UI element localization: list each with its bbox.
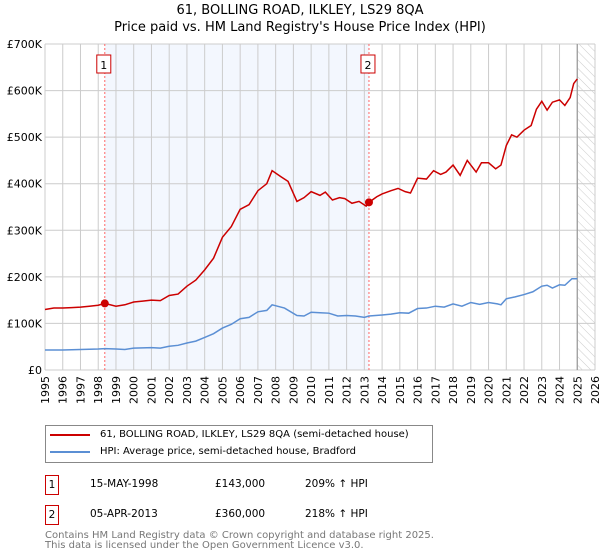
legend-swatch-blue: [50, 450, 90, 453]
y-tick-label: £500K: [7, 131, 43, 144]
sale-marker-badge: 1: [45, 475, 59, 495]
x-tick-label: 2022: [518, 376, 531, 404]
y-tick-label: £400K: [7, 178, 43, 191]
x-tick-label: 2014: [376, 376, 389, 404]
legend-item-property: 61, BOLLING ROAD, ILKLEY, LS29 8QA (semi…: [50, 429, 409, 440]
sale-period-shading: [104, 44, 369, 370]
legend-item-hpi: HPI: Average price, semi-detached house,…: [50, 446, 356, 457]
y-tick-label: £600K: [7, 85, 43, 98]
chart-title: 61, BOLLING ROAD, ILKLEY, LS29 8QA: [176, 3, 424, 18]
y-tick-label: £300K: [7, 224, 43, 237]
sale-marker-box: [96, 54, 112, 74]
x-tick-label: 2024: [554, 376, 567, 404]
legend-label: HPI: Average price, semi-detached house,…: [100, 446, 356, 457]
chart-subtitle: Price paid vs. HM Land Registry's House …: [114, 20, 486, 35]
x-tick-label: 2026: [589, 376, 600, 404]
series-line: [45, 277, 578, 351]
legend-label: 61, BOLLING ROAD, ILKLEY, LS29 8QA (semi…: [100, 429, 409, 440]
footer-licence: This data is licensed under the Open Gov…: [45, 540, 364, 551]
forecast-hatch: [577, 44, 595, 370]
x-tick-label: 1998: [92, 376, 105, 404]
sale-marker-badge: 2: [45, 505, 59, 525]
x-tick-label: 2020: [483, 376, 496, 404]
legend: 61, BOLLING ROAD, ILKLEY, LS29 8QA (semi…: [45, 425, 433, 463]
sale-point: [364, 198, 373, 207]
x-tick-label: 2021: [500, 376, 513, 404]
sale-marker-box: [360, 54, 376, 74]
x-tick-label: 2006: [234, 376, 247, 404]
sale-marker-label: 1: [100, 59, 107, 72]
transaction-row: 2 05-APR-2013 £360,000 218% ↑ HPI: [45, 505, 445, 527]
x-tick-label: 2017: [429, 376, 442, 404]
x-tick-label: 1996: [57, 376, 70, 404]
x-tick-label: 2015: [394, 376, 407, 404]
sale-price: £360,000: [215, 508, 266, 520]
x-tick-label: 2000: [128, 376, 141, 404]
x-tick-label: 2016: [412, 376, 425, 404]
x-tick-label: 2002: [163, 376, 176, 404]
price-chart: 1995 1996 1997 1998 1999 2000 2001 2002 2003 2004…: [7, 38, 600, 404]
x-tick-label: 2010: [305, 376, 318, 404]
sale-date: 05-APR-2013: [90, 508, 158, 520]
x-tick-label: 1999: [110, 376, 123, 404]
x-tick-label: 1997: [74, 376, 87, 404]
x-tick-label: 2004: [199, 376, 212, 404]
x-tick-label: 2013: [358, 376, 371, 404]
x-tick-label: 2023: [536, 376, 549, 404]
x-tick-label: 2007: [252, 376, 265, 404]
sale-price: £143,000: [215, 478, 266, 490]
y-tick-label: £700K: [7, 38, 43, 51]
series-line: [44, 78, 578, 311]
legend-swatch-red: [50, 433, 90, 436]
sale-hpi-change: 209% ↑ HPI: [305, 478, 368, 490]
x-tick-label: 2005: [216, 376, 229, 404]
sale-hpi-change: 218% ↑ HPI: [305, 508, 368, 520]
x-tick-label: 2025: [571, 376, 584, 404]
sale-point: [100, 299, 109, 308]
x-tick-label: 2001: [145, 376, 158, 404]
x-tick-label: 2008: [270, 376, 283, 404]
transaction-row: 1 15-MAY-1998 £143,000 209% ↑ HPI: [45, 475, 445, 497]
x-tick-label: 2019: [465, 376, 478, 404]
x-tick-label: 2009: [287, 376, 300, 404]
x-tick-label: 2018: [447, 376, 460, 404]
sale-date: 15-MAY-1998: [90, 478, 159, 490]
footer-copyright: Contains HM Land Registry data © Crown c…: [45, 530, 434, 541]
sale-marker-label: 2: [364, 59, 371, 72]
y-tick-label: £200K: [7, 271, 43, 284]
y-tick-label: £0: [28, 364, 42, 377]
x-tick-label: 2011: [323, 376, 336, 404]
y-tick-label: £100K: [7, 317, 43, 330]
x-tick-label: 1995: [39, 376, 52, 404]
x-tick-label: 2012: [341, 376, 354, 404]
footer: Contains HM Land Registry data © Crown c…: [45, 531, 434, 551]
x-tick-label: 2003: [181, 376, 194, 404]
